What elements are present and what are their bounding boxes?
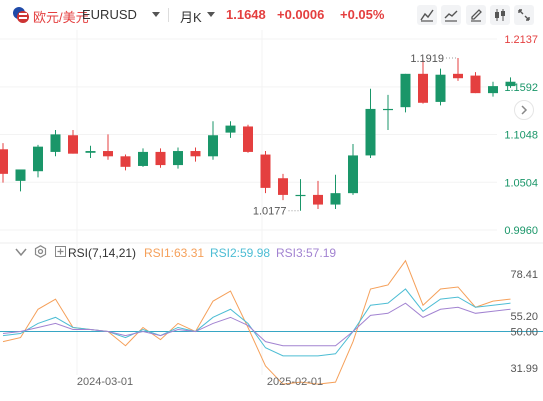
candles-icon [495,9,505,21]
candle-body [173,151,183,166]
indicator-button[interactable] [441,5,461,25]
draw-button[interactable] [417,5,437,25]
candle-body [85,151,96,153]
period-caret-icon[interactable] [207,12,215,17]
price-tick-label: 1.1048 [504,130,538,142]
candle-body [470,75,481,94]
candle-body [260,154,271,188]
candle-body [435,74,446,102]
rsi1-line [2,259,511,385]
candle-body [155,151,166,166]
expand-icon[interactable] [55,246,66,257]
candle-body [365,108,376,156]
candle-body [33,146,43,172]
candle-body [418,73,428,103]
price-change-pct: +0.05% [340,7,385,22]
current-price: 1.1648 [226,7,266,22]
symbol-code[interactable]: EURUSD [82,7,137,22]
x-axis-label: 2024-03-01 [77,376,133,388]
rsi-tick-label: 31.99 [510,363,538,375]
fullscreen-icon [518,9,530,21]
candle-body [103,151,113,157]
price-tick-label: 1.0504 [504,177,538,189]
period-selector[interactable]: 月K [180,10,202,25]
price-tick-label: 0.9960 [504,225,538,237]
collapse-icon[interactable] [14,246,28,258]
rsi2-value: RSI2:59.98 [210,246,271,260]
candle-body [330,193,341,205]
candle-body [383,108,393,111]
candle-body [225,125,236,133]
indicator-icon [444,10,458,22]
candle-body [505,81,516,87]
rsi-tick-label: 55.20 [510,311,538,323]
rsi3-line [2,302,511,347]
rsi-tick-label: 78.41 [510,269,538,281]
candle-body [453,73,463,79]
chevron-right-icon [521,105,528,115]
edit-button[interactable] [466,5,486,25]
symbol-toolbar: 欧元/美元 EURUSD 月K 1.1648 +0.0006 +0.05% [0,0,543,30]
candle-body [295,194,306,197]
settings-icon[interactable] [34,245,47,258]
candle-body [50,134,61,152]
fullscreen-button[interactable] [514,5,534,25]
high-label: 1.1919 [410,53,444,65]
eur-usd-flag-icon [13,7,29,23]
rsi3-value: RSI3:57.19 [276,246,337,260]
candle-body [190,151,201,157]
candle-body [68,135,78,154]
price-chart[interactable]: 1.2137 1.1592 1.1048 1.0504 0.9960 78.41 55.2… [0,30,543,401]
candle-body [243,126,253,152]
candle-body [15,169,26,181]
candle-body [0,149,8,174]
candle-body [278,178,288,195]
rsi-tick-label: 50.00 [510,327,538,339]
symbol-caret-icon[interactable] [152,12,160,17]
candle-body [313,194,323,205]
price-tick-label: 1.2137 [504,34,538,46]
candle-body [400,73,411,108]
low-label: 1.0177 [253,206,287,218]
rsi-header: RSI(7,14,21) RSI1:63.31 RSI2:59.98 RSI3:… [0,242,400,262]
candle-body [208,135,218,157]
candle-body [120,156,131,167]
draw-icon [420,9,434,22]
candle-body [138,151,148,166]
symbol-name[interactable]: 欧元/美元 [33,10,89,25]
x-axis-label: 2025-02-01 [267,376,323,388]
scroll-right-button[interactable] [514,100,534,120]
price-change: +0.0006 [277,7,325,22]
candle-body [488,86,498,94]
price-tick-label: 1.1592 [504,82,538,94]
divider [168,8,169,22]
rsi-title[interactable]: RSI(7,14,21) [68,246,137,260]
edit-icon [471,9,482,22]
candle-body [348,155,358,194]
rsi1-value: RSI1:63.31 [144,246,205,260]
candles-button[interactable] [490,5,510,25]
